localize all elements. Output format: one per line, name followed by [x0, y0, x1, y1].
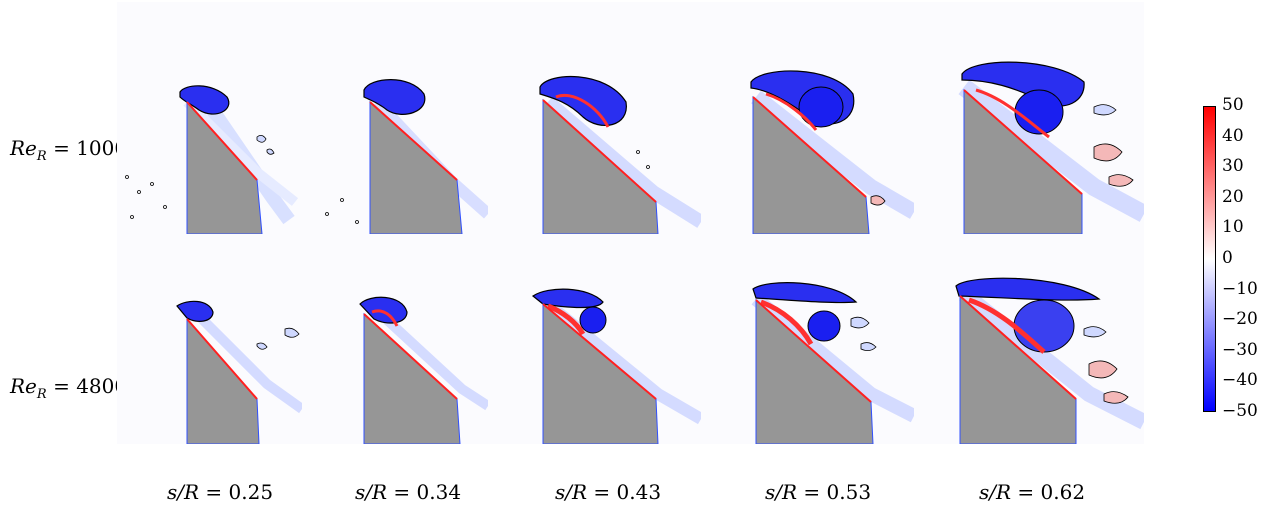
col-label-s025: s/R = 0.25 [166, 480, 274, 504]
colorbar-tick-label: 20 [1222, 186, 1244, 207]
colorbar [1203, 106, 1216, 412]
colorbar-tick-label: 10 [1222, 217, 1244, 238]
colorbar-tick-label: 40 [1222, 125, 1244, 146]
colorbar-tick-label: −30 [1222, 339, 1258, 360]
row-label-re-1000: ReR = 1000 [10, 136, 128, 164]
colorbar-tick-label: 30 [1222, 156, 1244, 177]
panel-re4800-s034 [302, 234, 488, 444]
panel-re4800-s062 [914, 234, 1144, 444]
col-label-s062: s/R = 0.62 [978, 480, 1086, 504]
panel-re1000-s043 [488, 2, 701, 234]
panel-re4800-s025 [117, 234, 302, 444]
panel-re4800-s043 [488, 234, 701, 444]
colorbar-tick-label: 50 [1222, 95, 1244, 115]
panel-re4800-s053 [701, 234, 914, 444]
colorbar-gradient [1204, 107, 1215, 411]
colorbar-tick-label: −50 [1222, 401, 1258, 421]
panel-re1000-s053 [701, 2, 914, 234]
panel-re1000-s025 [117, 2, 302, 234]
colorbar-tick-label: −20 [1222, 309, 1258, 330]
colorbar-tick-label: −40 [1222, 370, 1258, 391]
colorbar-tick-label: −10 [1222, 278, 1258, 299]
col-label-s034: s/R = 0.34 [354, 480, 462, 504]
col-label-s043: s/R = 0.43 [554, 480, 662, 504]
panel-re1000-s062 [914, 2, 1144, 234]
panel-re1000-s034 [302, 2, 488, 234]
row-label-re-4800: ReR = 4800 [10, 374, 128, 402]
col-label-s053: s/R = 0.53 [764, 480, 872, 504]
colorbar-tick-label: 0 [1222, 248, 1233, 268]
